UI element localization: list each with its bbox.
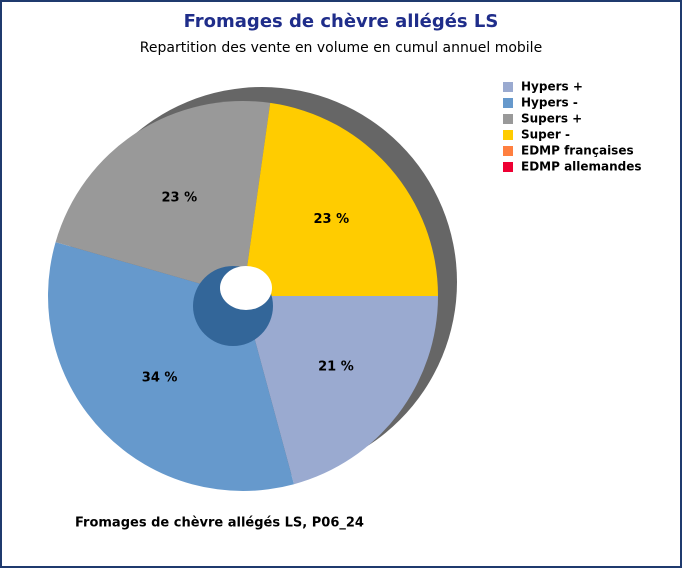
pie-slice (243, 296, 438, 485)
data-label: 34 % (142, 371, 178, 386)
pie-hole (220, 266, 272, 310)
legend-label: EDMP françaises (521, 144, 634, 158)
legend-label: EDMP allemandes (521, 160, 642, 174)
legend-label: Supers + (521, 112, 582, 126)
data-label: 23 % (313, 212, 349, 227)
legend-label: Hypers + (521, 80, 583, 94)
legend-swatch (503, 146, 513, 156)
legend-label: Super - (521, 128, 570, 142)
legend-label: Hypers - (521, 96, 578, 110)
legend-swatch (503, 114, 513, 124)
legend-swatch (503, 130, 513, 140)
legend-swatch (503, 162, 513, 172)
data-label: 21 % (318, 360, 354, 375)
pie-slice (243, 102, 438, 296)
pie-slice (55, 100, 271, 296)
chart-title: Fromages de chèvre allégés LS (184, 11, 499, 32)
data-label: 23 % (161, 190, 197, 205)
legend-swatch (503, 82, 513, 92)
legend-swatch (503, 98, 513, 108)
caption: Fromages de chèvre allégés LS, P06_24 (75, 516, 364, 531)
chart-subtitle: Repartition des vente en volume en cumul… (140, 40, 542, 56)
